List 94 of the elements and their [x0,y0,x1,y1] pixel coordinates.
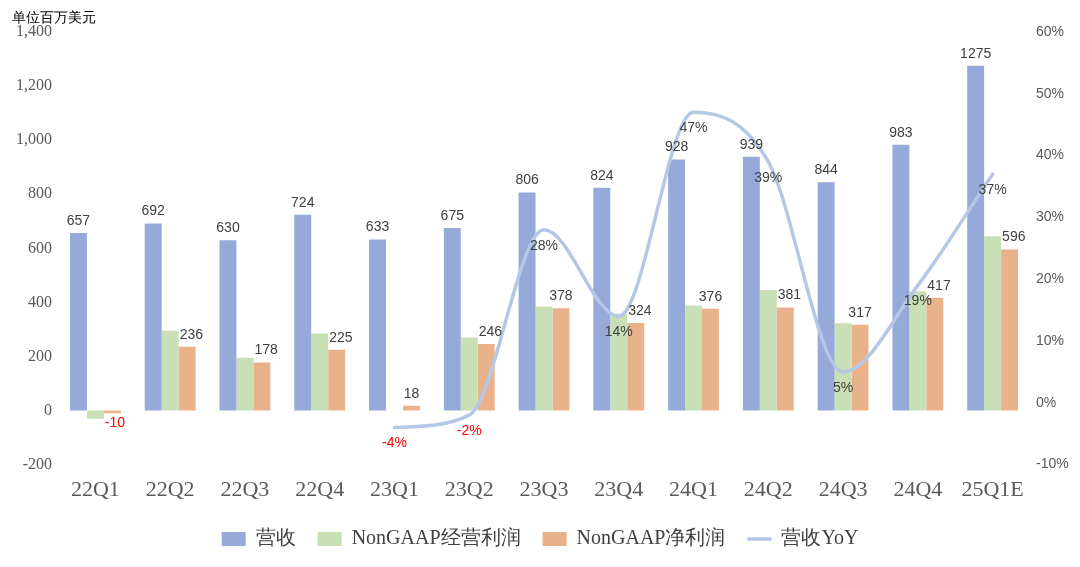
data-label: 824 [590,166,614,183]
bar [759,289,777,411]
data-label: 381 [777,286,802,303]
bar [984,236,1002,411]
x-tick-label: 25Q1E [961,475,1024,501]
bar [1001,249,1019,411]
data-label: 5% [832,378,854,395]
bar [460,337,478,411]
data-label: 18 [403,384,420,401]
bar [178,346,196,411]
legend-label: NonGAAP经营利润 [351,526,521,549]
bar [402,405,420,411]
data-label: 983 [889,123,913,140]
x-tick-label: 23Q4 [594,475,644,501]
bar [817,182,835,411]
bar [776,307,794,411]
bar [236,357,254,411]
data-label: 28% [529,236,559,253]
bar [69,232,87,411]
x-tick-label: 22Q4 [295,475,345,501]
bar [161,330,179,411]
y-tick-label: -200 [22,454,52,472]
data-label: 378 [549,287,573,304]
legend-label: NonGAAP净利润 [576,526,726,549]
data-label: 928 [664,138,689,155]
data-label: -10 [104,414,126,431]
legend-label: 营收 [255,526,296,549]
data-label: 692 [141,202,166,219]
y2-tick-label: 50% [1036,84,1065,101]
x-tick-label: 22Q2 [145,475,195,501]
bar [535,306,553,411]
x-tick-label: 24Q4 [893,475,943,501]
data-label: 806 [515,171,539,188]
y2-tick-label: -10% [1036,455,1069,472]
legend-label: 营收YoY [781,526,859,549]
y-tick-label: 800 [28,184,52,202]
data-label: 596 [1002,228,1026,245]
x-tick-label: 23Q1 [370,475,419,501]
bar [685,305,703,411]
data-label: 39% [754,168,783,185]
bar [668,159,686,411]
data-label: 675 [440,206,465,223]
y-tick-label: 1,000 [16,130,52,148]
data-label: -2% [456,422,482,439]
x-tick-label: 23Q3 [519,475,569,501]
data-label: -4% [382,434,407,451]
bar [253,362,271,411]
y2-tick-label: 60% [1036,22,1065,39]
data-label: 657 [66,211,91,228]
y-axis-title: 单位百万美元 [12,8,96,25]
data-label: 225 [329,328,353,345]
x-tick-label: 22Q3 [220,475,270,501]
bar [219,240,237,411]
y2-tick-label: 0% [1036,393,1057,410]
x-tick-label: 24Q3 [818,475,868,501]
x-tick-label: 24Q1 [669,475,718,501]
x-tick-label: 23Q2 [444,475,494,501]
y-tick-label: 400 [28,292,52,310]
bar [294,214,312,411]
x-tick-label: 22Q1 [70,475,120,501]
data-label: 376 [698,287,723,304]
bar [86,410,104,419]
data-label: 633 [365,218,390,235]
bar [702,308,719,411]
y-tick-label: 0 [44,400,52,418]
data-label: 178 [254,341,278,358]
bar [443,228,461,411]
y2-tick-label: 30% [1036,208,1065,225]
y-tick-label: 600 [28,238,52,256]
data-label: 630 [216,219,240,236]
y2-tick-label: 40% [1036,146,1065,163]
data-label: 236 [179,325,204,342]
data-label: 1275 [960,44,992,61]
bar [369,239,386,411]
data-label: 417 [927,276,951,293]
x-tick-label: 24Q2 [743,475,793,501]
bar [552,308,570,411]
data-label: 939 [739,135,764,152]
data-label: 844 [814,161,839,178]
data-label: 14% [604,323,633,340]
data-label: 19% [903,292,932,309]
data-label: 47% [679,119,708,136]
bar [144,223,162,411]
y2-tick-label: 10% [1036,331,1065,348]
bar [311,333,329,411]
data-label: 724 [291,193,315,210]
data-label: 317 [848,303,872,320]
data-label: 246 [478,322,503,339]
y2-tick-label: 20% [1036,270,1065,287]
y-tick-label: 200 [28,346,52,364]
data-label: 324 [628,301,652,318]
data-label: 37% [978,181,1007,197]
bar [328,349,346,411]
y-tick-label: 1,200 [16,76,52,94]
